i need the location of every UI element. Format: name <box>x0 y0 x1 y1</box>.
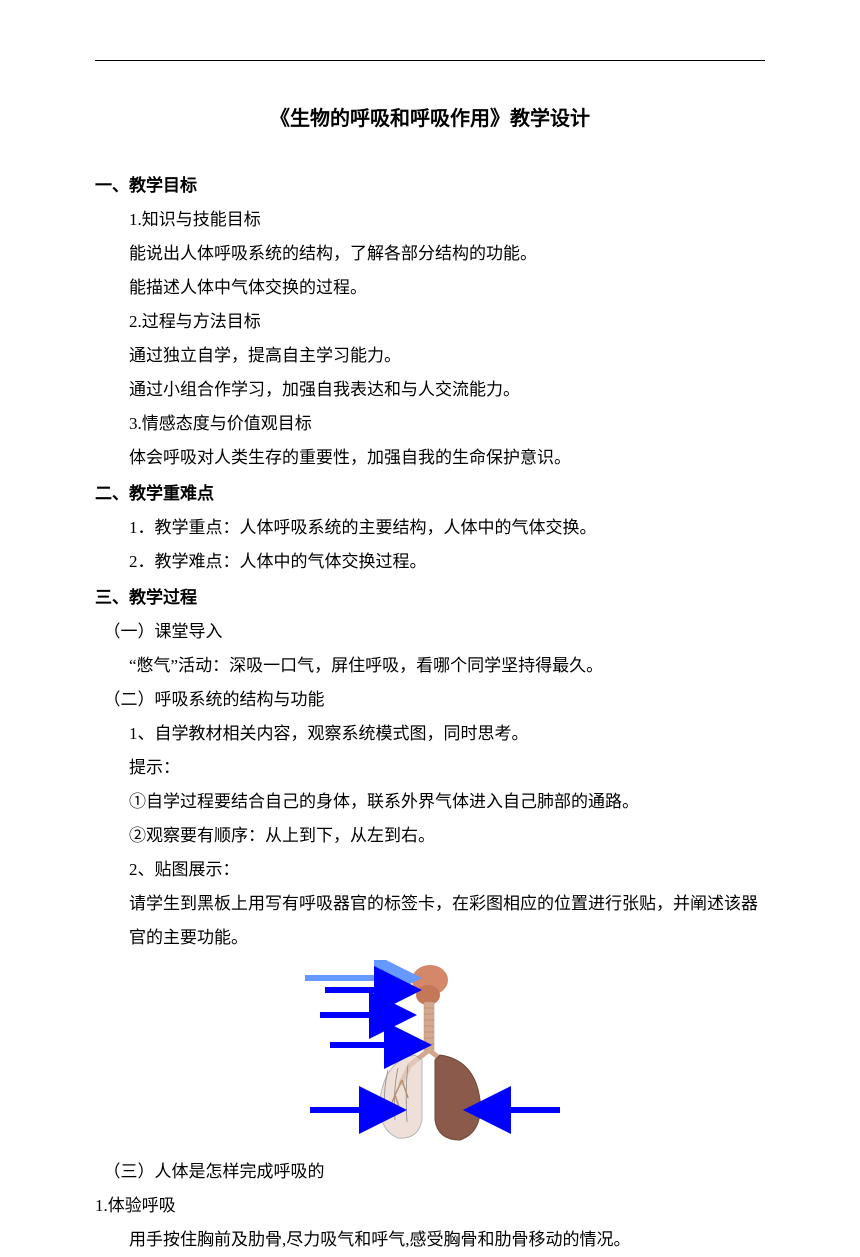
section-3-sub-3-item-1-line-1: 用手按住胸前及肋骨,尽力吸气和呼气,感受胸骨和肋骨移动的情况。 <box>95 1223 765 1257</box>
section-3-sub-1-line-1: “憋气”活动：深吸一口气，屏住呼吸，看哪个同学坚持得最久。 <box>95 649 765 683</box>
section-2-line-2: 2．教学难点：人体中的气体交换过程。 <box>95 545 765 579</box>
document-title: 《生物的呼吸和呼吸作用》教学设计 <box>95 99 765 139</box>
section-2-line-1: 1．教学重点：人体呼吸系统的主要结构，人体中的气体交换。 <box>95 511 765 545</box>
horizontal-rule <box>95 60 765 61</box>
section-1-item-2-line-2: 通过小组合作学习，加强自我表达和与人交流能力。 <box>95 373 765 407</box>
section-3-sub-2-heading: （二）呼吸系统的结构与功能 <box>95 683 765 717</box>
respiratory-system-diagram <box>280 960 580 1150</box>
section-3-heading: 三、教学过程 <box>95 581 765 615</box>
section-1-item-1-title: 1.知识与技能目标 <box>95 203 765 237</box>
section-1-item-1-line-1: 能说出人体呼吸系统的结构，了解各部分结构的功能。 <box>95 237 765 271</box>
left-lung-shape <box>380 1055 422 1138</box>
section-1-item-3-title: 3.情感态度与价值观目标 <box>95 407 765 441</box>
section-1-item-2-title: 2.过程与方法目标 <box>95 305 765 339</box>
section-3-sub-3-item-1: 1.体验呼吸 <box>95 1189 765 1223</box>
trachea-shape <box>424 1002 434 1052</box>
section-3-sub-3-heading: （三）人体是怎样完成呼吸的 <box>95 1155 765 1189</box>
section-3-sub-1-heading: （一）课堂导入 <box>95 615 765 649</box>
section-2-heading: 二、教学重难点 <box>95 477 765 511</box>
section-3-sub-2-item-2: 2、贴图展示： <box>95 853 765 887</box>
section-1-item-1-line-2: 能描述人体中气体交换的过程。 <box>95 271 765 305</box>
section-1-heading: 一、教学目标 <box>95 169 765 203</box>
section-1-item-2-line-1: 通过独立自学，提高自主学习能力。 <box>95 339 765 373</box>
section-3-sub-2-hint: 提示： <box>95 751 765 785</box>
diagram-svg <box>280 960 580 1150</box>
section-1-item-3-line-1: 体会呼吸对人类生存的重要性，加强自我的生命保护意识。 <box>95 441 765 475</box>
section-3-sub-2-item-2-line-1: 请学生到黑板上用写有呼吸器官的标签卡，在彩图相应的位置进行张贴，并阐述该器官的主… <box>95 887 765 955</box>
section-3-sub-2-item-1: 1、自学教材相关内容，观察系统模式图，同时思考。 <box>95 717 765 751</box>
section-3-sub-2-hint-1: ①自学过程要结合自己的身体，联系外界气体进入自己肺部的通路。 <box>95 785 765 819</box>
section-3-sub-2-hint-2: ②观察要有顺序：从上到下，从左到右。 <box>95 819 765 853</box>
right-lung-shape <box>435 1055 480 1140</box>
